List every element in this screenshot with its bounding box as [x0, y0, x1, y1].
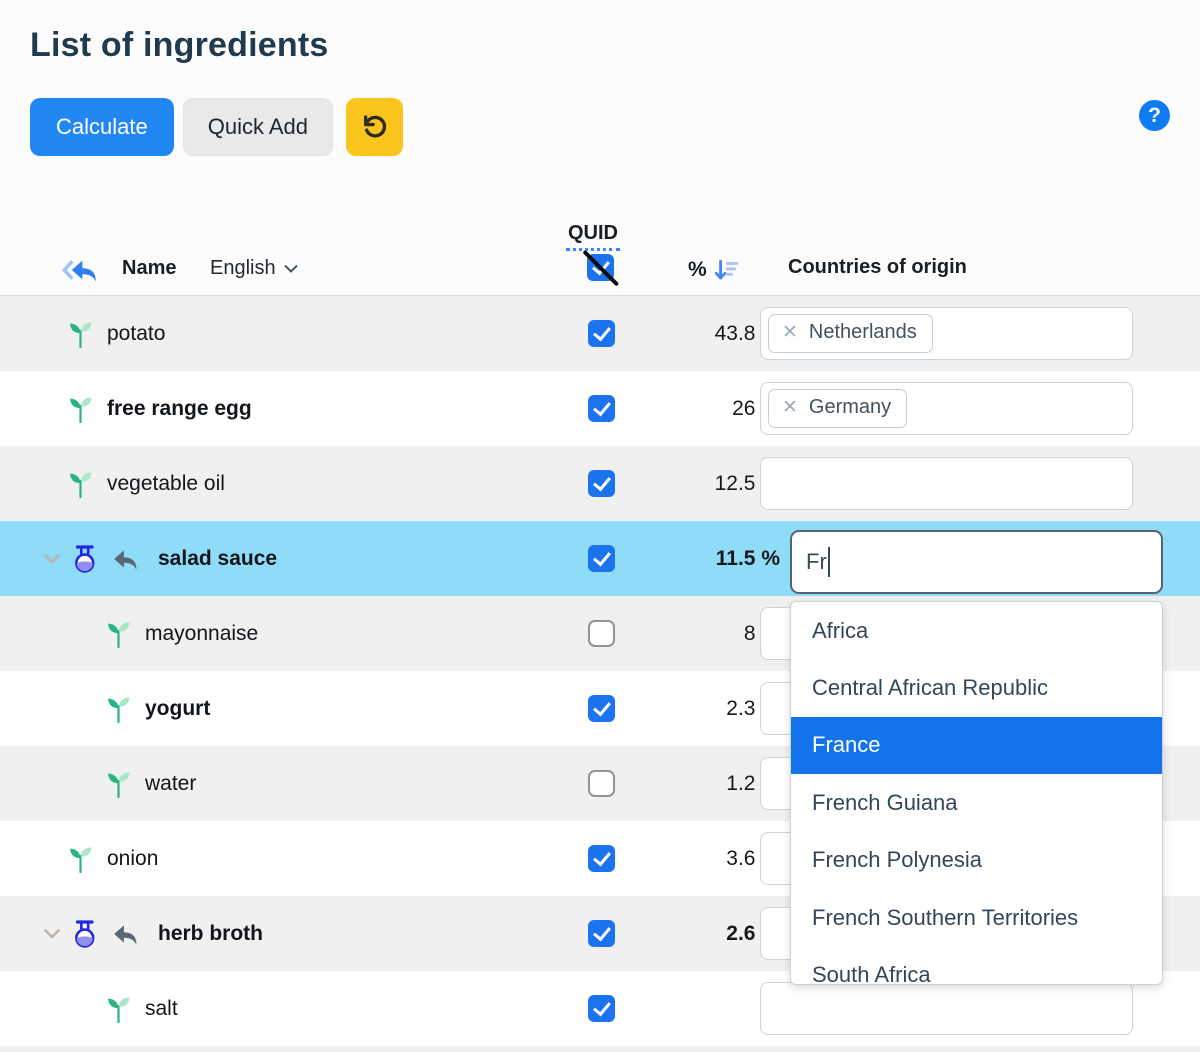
leaf-icon	[68, 320, 94, 348]
country-tag: ✕ Netherlands	[768, 314, 933, 353]
leaf-icon	[68, 470, 94, 498]
quid-column-header[interactable]: QUID	[566, 222, 620, 251]
ingredient-name: herb broth	[158, 921, 263, 945]
countries-input[interactable]: ✕ Germany	[760, 382, 1133, 435]
language-selector[interactable]: English	[210, 257, 298, 280]
search-query-text: Fr	[806, 549, 827, 574]
country-tag: ✕ Germany	[768, 389, 908, 428]
ingredient-row-potato[interactable]: potato 43.8 % ✕ Netherlands	[0, 296, 1200, 371]
sort-descending-icon	[713, 257, 739, 283]
remove-tag-icon[interactable]: ✕	[782, 322, 798, 343]
countries-input[interactable]: ✕ Netherlands	[760, 307, 1133, 360]
help-button[interactable]: ?	[1139, 100, 1170, 131]
leaf-icon	[68, 395, 94, 423]
leaf-icon	[106, 620, 132, 648]
quid-checkbox[interactable]	[588, 470, 615, 497]
chevron-down-icon[interactable]	[44, 553, 60, 564]
percent-value: 3.6 %	[726, 846, 780, 870]
text-caret	[827, 547, 830, 577]
percent-label: %	[688, 258, 707, 281]
quid-checkbox[interactable]	[588, 920, 615, 947]
quid-checkbox[interactable]	[588, 695, 615, 722]
quid-checkbox[interactable]	[588, 620, 615, 647]
ingredient-row-free-range-egg[interactable]: free range egg 26 % ✕ Germany	[0, 371, 1200, 446]
dropdown-option[interactable]: Central African Republic	[812, 675, 1049, 701]
country-dropdown-list: Africa Central African Republic France F…	[790, 601, 1163, 985]
countries-input[interactable]	[760, 457, 1133, 510]
chevron-down-icon[interactable]	[44, 928, 60, 939]
dropdown-option[interactable]: South Africa	[812, 962, 931, 985]
quid-checkbox[interactable]	[588, 995, 615, 1022]
ingredient-name: mayonnaise	[145, 621, 259, 645]
percent-value: 43.8 %	[714, 321, 780, 345]
undo-all-button[interactable]	[346, 98, 403, 156]
chevron-down-icon	[283, 264, 298, 273]
percent-value: 12.5 %	[714, 471, 780, 495]
page-title: List of ingredients	[30, 26, 329, 64]
ingredient-name: salad sauce	[158, 546, 278, 570]
toolbar: Calculate Quick Add	[30, 98, 403, 156]
dropdown-option[interactable]: French Southern Territories	[812, 904, 1079, 930]
country-search-input[interactable]: Fr	[790, 530, 1163, 594]
dropdown-option[interactable]: French Polynesia	[812, 847, 982, 873]
undo-arrow-icon[interactable]	[111, 921, 139, 947]
ingredient-name: water	[145, 771, 197, 795]
percent-value: 1.2 %	[726, 771, 780, 795]
leaf-icon	[106, 695, 132, 723]
ingredient-name: onion	[107, 846, 159, 870]
quid-checkbox[interactable]	[588, 770, 615, 797]
name-column-header: Name	[122, 257, 177, 279]
dropdown-option[interactable]: Africa	[812, 617, 869, 643]
leaf-icon	[106, 770, 132, 798]
percent-value: 26 %	[732, 396, 780, 420]
remove-tag-icon[interactable]: ✕	[782, 397, 798, 418]
percent-value: 2.3 %	[726, 696, 780, 720]
dropdown-option-selected[interactable]: France	[791, 716, 1162, 775]
country-tag-label: Germany	[808, 396, 892, 418]
percent-value: 2.6 %	[726, 921, 780, 945]
calculate-button[interactable]: Calculate	[30, 98, 174, 156]
countries-column-header: Countries of origin	[788, 256, 967, 278]
ingredient-name: yogurt	[145, 696, 211, 720]
undo-arrow-icon[interactable]	[111, 546, 139, 572]
quid-checkbox[interactable]	[588, 845, 615, 872]
quid-checkbox[interactable]	[588, 545, 615, 572]
dropdown-option[interactable]: French Guiana	[812, 789, 958, 815]
flask-icon	[71, 919, 98, 949]
quick-add-button[interactable]: Quick Add	[182, 98, 333, 156]
language-label: English	[210, 257, 276, 279]
next-row-edge	[0, 1046, 1200, 1052]
flask-icon	[71, 544, 98, 574]
percent-value	[640, 971, 780, 1046]
country-tag-label: Netherlands	[808, 321, 917, 343]
ingredient-row-vegetable-oil[interactable]: vegetable oil 12.5 %	[0, 446, 1200, 521]
percent-value: 11.5 %	[715, 546, 780, 570]
table-header: QUID Name English %	[0, 210, 1200, 296]
quid-checkbox[interactable]	[588, 395, 615, 422]
rotate-ccw-icon	[360, 112, 390, 142]
leaf-icon	[106, 995, 132, 1023]
ingredient-name: potato	[107, 321, 166, 345]
percent-column-header[interactable]: %	[688, 257, 739, 283]
quid-checkbox[interactable]	[588, 320, 615, 347]
quid-toggle-all-checkbox[interactable]	[582, 249, 620, 287]
revert-all-icon[interactable]	[60, 256, 100, 284]
leaf-icon	[68, 845, 94, 873]
ingredient-name: free range egg	[107, 396, 252, 420]
percent-value: 8 %	[743, 621, 780, 645]
question-mark-icon: ?	[1148, 103, 1161, 127]
ingredient-name: vegetable oil	[107, 471, 225, 495]
ingredient-name: salt	[145, 996, 178, 1020]
countries-input[interactable]	[760, 982, 1133, 1035]
